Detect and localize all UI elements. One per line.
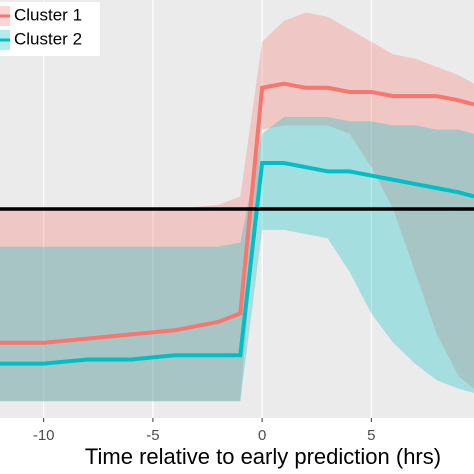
ribbon: [0, 12, 474, 402]
x-tick-label: 0: [258, 427, 266, 444]
legend-box: [0, 2, 100, 56]
legend-label: Cluster 1: [14, 5, 82, 24]
x-tick-label: -5: [146, 427, 159, 444]
x-tick-label: 5: [367, 427, 375, 444]
legend-label: Cluster 2: [14, 29, 82, 48]
ribbon: [0, 117, 474, 402]
line: [0, 81, 474, 345]
x-tick-label: -10: [33, 427, 55, 444]
line: [0, 161, 474, 366]
x-axis-title: Time relative to early prediction (hrs): [85, 444, 441, 469]
